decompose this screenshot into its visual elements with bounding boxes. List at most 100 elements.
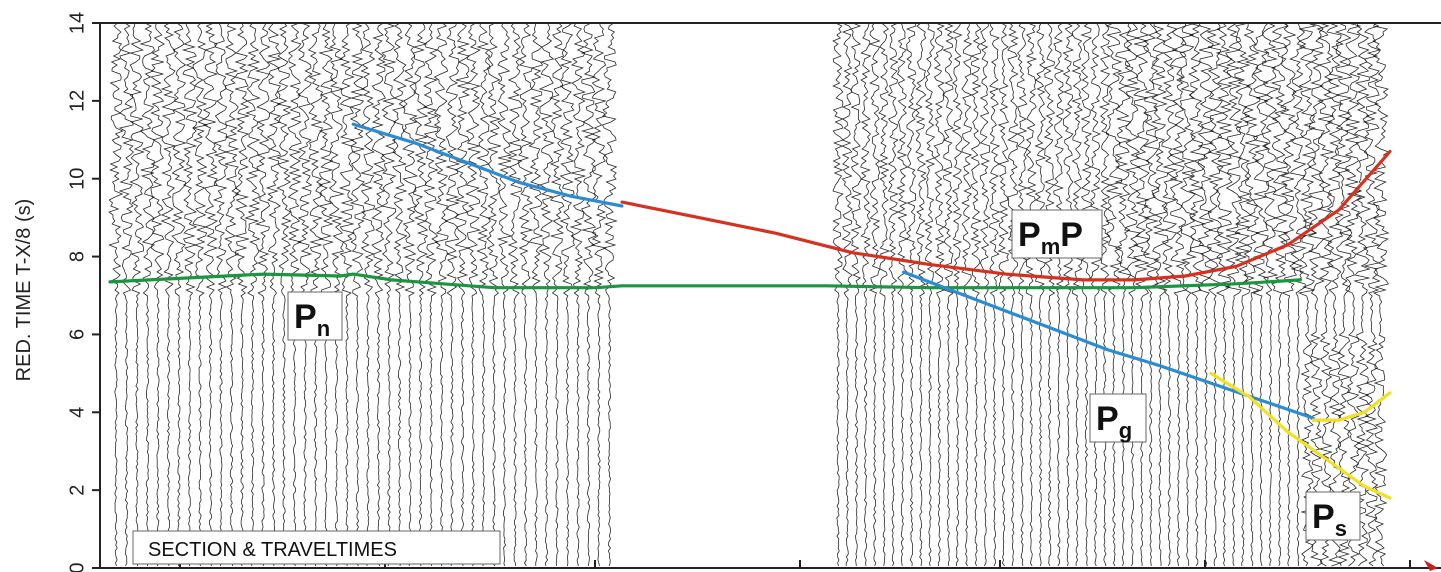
seismogram-traces	[108, 22, 1390, 567]
seismic-trace	[422, 22, 439, 567]
seismic-trace	[850, 22, 863, 567]
seismic-trace	[244, 22, 261, 567]
seismic-trace	[444, 22, 461, 567]
seismic-trace	[1062, 22, 1075, 567]
seismic-trace	[1307, 22, 1326, 567]
phase-label-frame	[1089, 393, 1147, 443]
seismic-trace	[860, 22, 872, 567]
y-tick-label: 8	[66, 251, 88, 262]
curve-refracted-arrival-far-offsets-	[351, 122, 624, 208]
seismic-trace	[1142, 22, 1160, 567]
phase-label-pn: Pn	[287, 291, 343, 341]
seismic-trace	[915, 22, 927, 567]
seismic-trace	[1214, 22, 1233, 567]
seismic-trace	[896, 22, 909, 567]
seismic-trace	[1016, 22, 1028, 567]
seismic-trace	[1242, 22, 1261, 567]
seismic-trace	[171, 22, 187, 567]
y-ticks: 0 2 4 6 8 10 12 14	[66, 12, 100, 572]
seismic-trace	[465, 22, 482, 567]
curve-pmp	[620, 149, 1392, 282]
seismic-trace	[224, 22, 240, 566]
y-tick-label: 2	[66, 485, 88, 496]
y-tick-label: 12	[66, 90, 88, 112]
seismic-trace	[1080, 22, 1093, 567]
seismic-trace	[1234, 22, 1252, 567]
seismic-trace	[1114, 22, 1133, 567]
seismic-trace	[1334, 22, 1353, 567]
phase-label-text: Ps	[1312, 498, 1347, 541]
phase-label-pg: Pg	[1089, 393, 1147, 443]
seismic-trace	[349, 22, 366, 567]
seismic-trace	[979, 22, 991, 567]
seismic-trace	[265, 22, 282, 567]
seismic-trace	[1279, 22, 1298, 567]
seismic-trace	[841, 22, 853, 566]
curve-pn	[108, 272, 1302, 290]
phase-tail-letter: P	[1060, 216, 1083, 254]
seismic-trace	[507, 22, 523, 567]
seismic-trace	[970, 22, 982, 567]
seismic-trace	[590, 22, 607, 567]
phase-label-text: PmP	[1018, 216, 1083, 259]
y-tick-label: 4	[66, 407, 88, 418]
seismic-trace	[1344, 22, 1363, 567]
seismic-trace	[1297, 22, 1317, 567]
phase-main-letter: P	[1312, 498, 1335, 536]
section-label-frame	[132, 530, 501, 565]
seismic-trace	[832, 22, 844, 567]
seismic-trace	[359, 22, 376, 566]
seismic-trace	[878, 22, 891, 567]
seismic-trace	[549, 22, 565, 567]
seismic-trace	[1362, 22, 1381, 567]
phase-main-letter: P	[1096, 400, 1119, 438]
seismic-trace	[1105, 22, 1124, 567]
seismic-trace	[924, 22, 936, 567]
seismic-trace	[371, 22, 386, 567]
seismic-trace	[118, 22, 134, 567]
axes	[99, 22, 1441, 569]
seismic-trace	[202, 22, 219, 567]
seismic-trace	[1178, 22, 1197, 567]
phase-label-frame	[1011, 209, 1103, 259]
seismic-trace	[1316, 22, 1335, 567]
seismic-trace	[887, 22, 900, 567]
seismic-trace	[433, 22, 449, 567]
phase-label-frame	[287, 291, 343, 341]
seismic-trace	[1161, 22, 1179, 567]
seismic-trace	[1188, 22, 1206, 567]
y-tick-label: 6	[66, 329, 88, 340]
seismic-trace	[569, 22, 587, 567]
seismic-trace	[1007, 22, 1019, 567]
seismic-trace	[601, 22, 618, 567]
seismic-trace	[1034, 22, 1047, 567]
seismic-trace	[961, 22, 973, 567]
seismic-trace	[1252, 22, 1270, 567]
seismic-trace	[942, 22, 955, 567]
section-label-box: SECTION & TRAVELTIMES	[132, 530, 501, 565]
seismic-trace	[181, 22, 198, 567]
seismic-trace	[1124, 22, 1142, 567]
seismic-trace	[518, 22, 534, 567]
seismic-trace	[528, 22, 544, 567]
phase-subscript: g	[1119, 418, 1132, 443]
section-label: SECTION & TRAVELTIMES	[148, 539, 397, 561]
phase-label-frame	[1305, 491, 1361, 541]
seismic-trace	[160, 22, 177, 567]
seismic-trace	[1224, 22, 1243, 567]
corner-arrow-icon	[1424, 560, 1438, 571]
phase-subscript: n	[317, 316, 330, 341]
seismic-trace	[1289, 22, 1307, 567]
seismic-trace	[275, 22, 292, 567]
seismic-trace	[402, 22, 419, 567]
seismic-trace	[559, 22, 576, 567]
y-axis-title: RED. TIME T-X/8 (s)	[13, 199, 35, 382]
seismic-trace	[1132, 22, 1151, 566]
seismic-trace	[1089, 22, 1102, 567]
seismic-trace	[1169, 22, 1187, 567]
seismic-trace	[1372, 22, 1390, 567]
phase-label-pmp: PmP	[1011, 209, 1103, 259]
seismic-trace	[254, 22, 271, 567]
seismic-trace	[338, 22, 356, 567]
